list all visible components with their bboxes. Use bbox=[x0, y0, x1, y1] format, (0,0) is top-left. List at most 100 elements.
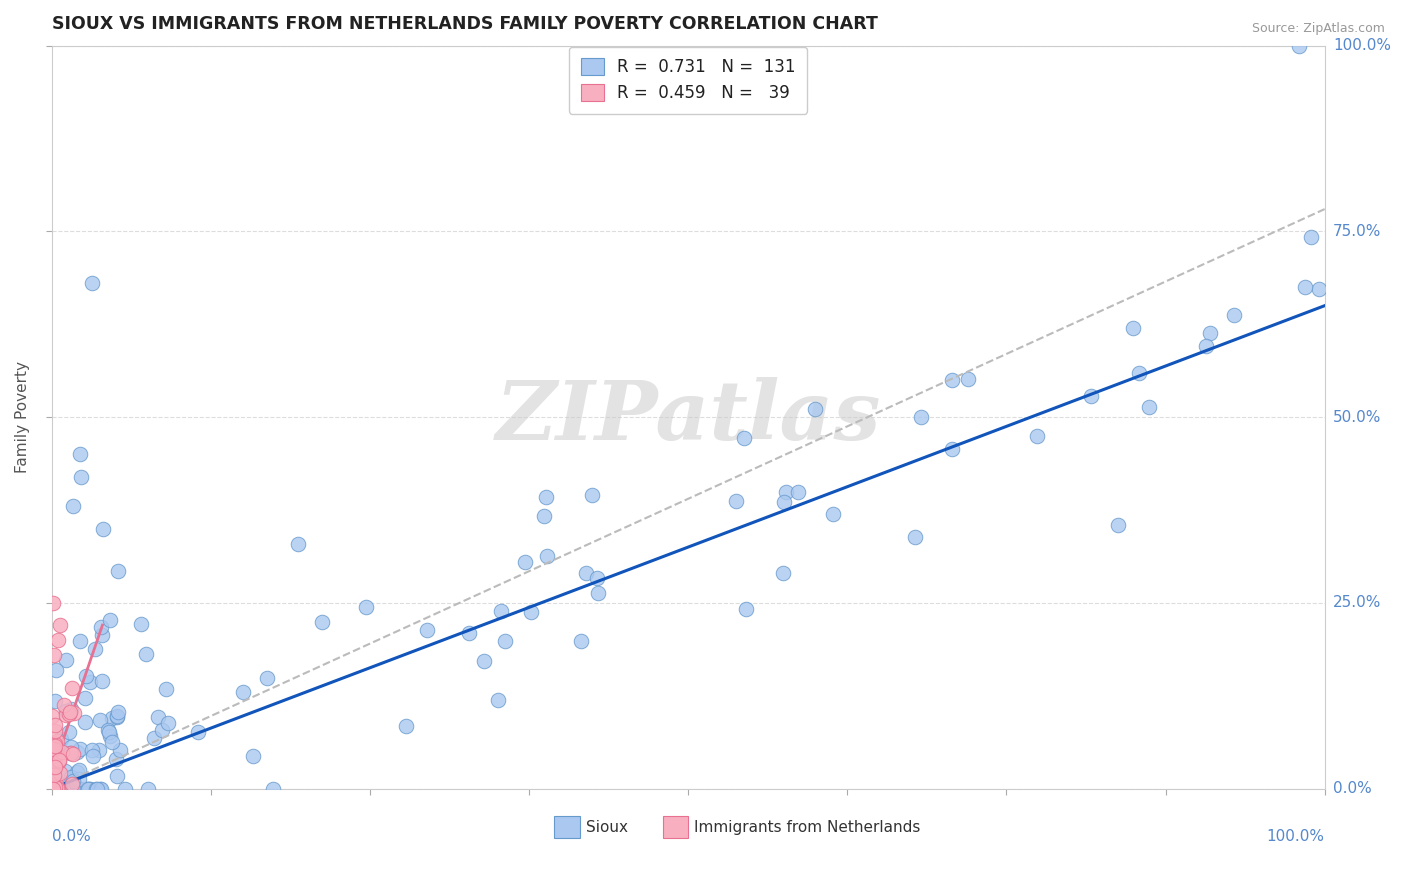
Point bbox=[62, 500, 84, 514]
Point bbox=[97, 723, 120, 738]
Point bbox=[87, 743, 110, 757]
Point bbox=[77, 781, 100, 796]
Point bbox=[156, 715, 179, 730]
Point bbox=[45, 780, 67, 795]
Point bbox=[534, 490, 557, 504]
Point bbox=[187, 724, 209, 739]
Point bbox=[79, 781, 101, 796]
Point bbox=[143, 731, 166, 745]
Point bbox=[519, 605, 541, 619]
Point bbox=[66, 764, 89, 779]
Point bbox=[45, 663, 67, 677]
Point bbox=[69, 447, 91, 461]
Point bbox=[55, 704, 77, 718]
Point bbox=[42, 742, 65, 756]
Point bbox=[44, 780, 66, 795]
Legend: R =  0.731   N =  131, R =  0.459   N =   39: R = 0.731 N = 131, R = 0.459 N = 39 bbox=[569, 46, 807, 114]
Point bbox=[48, 753, 70, 767]
Point bbox=[136, 781, 159, 796]
Point bbox=[49, 781, 72, 796]
Point bbox=[1223, 309, 1246, 323]
Point bbox=[472, 654, 495, 668]
Point bbox=[89, 713, 111, 727]
Point bbox=[105, 710, 128, 724]
Point bbox=[105, 709, 128, 723]
Text: Sioux: Sioux bbox=[586, 820, 628, 835]
Point bbox=[415, 623, 437, 637]
Point bbox=[287, 536, 309, 550]
Point bbox=[63, 781, 86, 796]
Point bbox=[232, 685, 254, 699]
Point bbox=[70, 469, 93, 483]
Point bbox=[69, 634, 91, 648]
Point bbox=[311, 615, 333, 630]
Point bbox=[129, 617, 152, 632]
Point bbox=[733, 431, 755, 445]
Point bbox=[513, 555, 536, 569]
Point bbox=[46, 632, 69, 647]
Point bbox=[569, 634, 592, 648]
Point bbox=[60, 681, 83, 696]
Point bbox=[489, 604, 512, 618]
Point bbox=[1195, 338, 1218, 352]
Point bbox=[58, 706, 80, 721]
Point bbox=[79, 674, 101, 689]
Point bbox=[44, 718, 66, 732]
Point bbox=[75, 691, 97, 706]
Point bbox=[101, 711, 124, 725]
Point bbox=[76, 781, 98, 796]
Point bbox=[1080, 389, 1102, 403]
Point bbox=[575, 566, 598, 580]
Point bbox=[107, 705, 129, 719]
Point bbox=[63, 706, 86, 720]
Point bbox=[46, 781, 69, 796]
Point bbox=[356, 599, 378, 614]
Point bbox=[42, 596, 65, 610]
Bar bbox=[554, 816, 579, 838]
Point bbox=[904, 530, 927, 544]
Point bbox=[91, 628, 114, 642]
Point bbox=[46, 781, 69, 796]
Point bbox=[51, 781, 73, 796]
Text: SIOUX VS IMMIGRANTS FROM NETHERLANDS FAMILY POVERTY CORRELATION CHART: SIOUX VS IMMIGRANTS FROM NETHERLANDS FAM… bbox=[52, 15, 877, 33]
Point bbox=[59, 740, 82, 755]
Point bbox=[62, 747, 84, 761]
Point bbox=[44, 739, 66, 754]
Point bbox=[46, 781, 69, 796]
Point bbox=[69, 781, 91, 796]
Point bbox=[77, 781, 100, 796]
Point bbox=[67, 772, 90, 786]
Point bbox=[1299, 230, 1322, 244]
Point bbox=[263, 781, 285, 796]
Point bbox=[42, 781, 65, 796]
Point bbox=[44, 737, 66, 751]
Point bbox=[533, 509, 555, 524]
Point bbox=[60, 702, 83, 716]
Point bbox=[804, 402, 827, 417]
Text: Immigrants from Netherlands: Immigrants from Netherlands bbox=[695, 820, 921, 835]
Point bbox=[44, 747, 66, 762]
Point bbox=[1107, 518, 1129, 533]
Point bbox=[486, 693, 509, 707]
Point bbox=[772, 566, 794, 581]
Point bbox=[45, 781, 67, 796]
Point bbox=[105, 752, 128, 766]
Point bbox=[48, 754, 70, 768]
Point bbox=[41, 737, 63, 751]
Point bbox=[45, 734, 67, 748]
Point bbox=[66, 745, 89, 759]
Point bbox=[90, 674, 112, 689]
Point bbox=[55, 707, 77, 722]
Point bbox=[821, 507, 844, 521]
Point bbox=[83, 641, 105, 656]
Point bbox=[256, 671, 278, 685]
Point bbox=[49, 781, 72, 796]
Point bbox=[44, 745, 66, 759]
Point bbox=[910, 410, 932, 425]
Point bbox=[53, 698, 76, 712]
Point bbox=[60, 777, 83, 791]
Point bbox=[1122, 321, 1144, 335]
Point bbox=[53, 764, 76, 779]
Point bbox=[773, 495, 796, 509]
Point bbox=[1199, 326, 1222, 340]
